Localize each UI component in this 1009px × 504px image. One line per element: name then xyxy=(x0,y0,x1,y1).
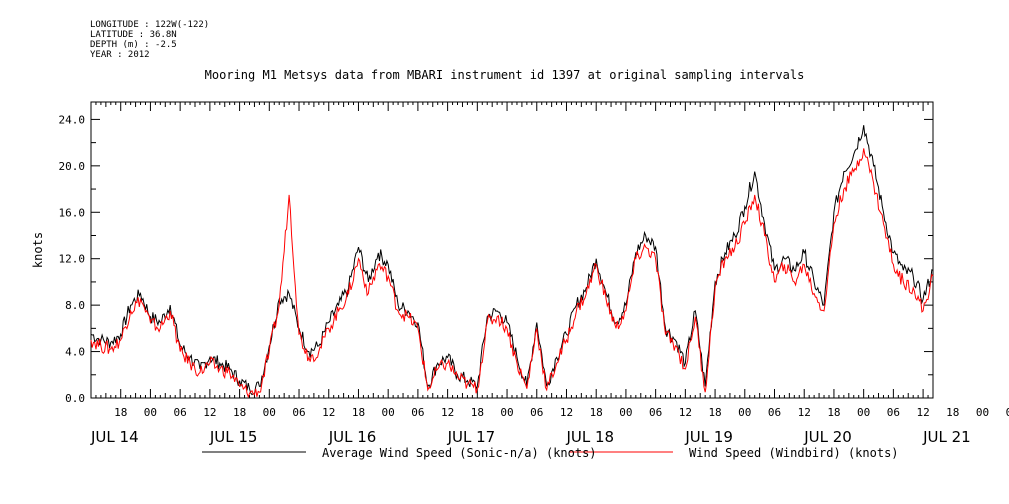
x-tick-label: 06 xyxy=(292,406,305,419)
x-tick-label: 18 xyxy=(233,406,246,419)
year-text: YEAR : 2012 xyxy=(90,50,150,60)
y-tick-label: 0.0 xyxy=(65,392,85,405)
x-tick-label: 12 xyxy=(916,406,929,419)
x-tick-label: 12 xyxy=(441,406,454,419)
x-tick-label: 12 xyxy=(798,406,811,419)
x-tick-label: 12 xyxy=(322,406,335,419)
x-tick-label: 18 xyxy=(708,406,721,419)
y-axis-label: knots xyxy=(31,232,45,268)
x-day-label: JUL 19 xyxy=(684,428,733,446)
x-day-label: JUL 21 xyxy=(922,428,971,446)
x-day-label: JUL 15 xyxy=(209,428,258,446)
y-tick-label: 12.0 xyxy=(59,253,86,266)
metadata-block: LONGITUDE : 122W(-122) LATITUDE : 36.8N … xyxy=(90,20,209,60)
x-tick-label: 06 xyxy=(1006,406,1009,419)
y-tick-label: 24.0 xyxy=(59,113,86,126)
y-tick-label: 8.0 xyxy=(65,299,85,312)
x-day-label: JUL 18 xyxy=(565,428,614,446)
x-tick-label: 00 xyxy=(144,406,157,419)
chart-title: Mooring M1 Metsys data from MBARI instru… xyxy=(204,68,805,82)
x-tick-label: 06 xyxy=(887,406,900,419)
y-tick-label: 20.0 xyxy=(59,160,86,173)
x-tick-label: 06 xyxy=(411,406,424,419)
depth-text: DEPTH (m) : -2.5 xyxy=(90,40,177,50)
series-line-0 xyxy=(90,125,934,396)
x-day-label: JUL 16 xyxy=(328,428,377,446)
x-tick-label: 06 xyxy=(174,406,187,419)
latitude-text: LATITUDE : 36.8N xyxy=(90,30,177,40)
x-tick-label: 12 xyxy=(560,406,573,419)
y-tick-label: 16.0 xyxy=(59,206,86,219)
x-tick-label: 06 xyxy=(530,406,543,419)
x-tick-label: 00 xyxy=(382,406,395,419)
series-line-1 xyxy=(90,148,934,399)
x-tick-label: 18 xyxy=(827,406,840,419)
x-tick-label: 12 xyxy=(679,406,692,419)
y-tick-label: 4.0 xyxy=(65,346,85,359)
x-tick-label: 18 xyxy=(946,406,959,419)
x-tick-label: 00 xyxy=(738,406,751,419)
longitude-text: LONGITUDE : 122W(-122) xyxy=(90,20,210,30)
x-tick-label: 06 xyxy=(768,406,781,419)
x-tick-label: 18 xyxy=(471,406,484,419)
x-day-label: JUL 20 xyxy=(803,428,852,446)
x-tick-label: 18 xyxy=(352,406,365,419)
x-day-label: JUL 17 xyxy=(447,428,496,446)
x-tick-label: 00 xyxy=(857,406,870,419)
plot-frame xyxy=(90,101,934,399)
legend-label-windbird: Wind Speed (Windbird) (knots) xyxy=(689,446,899,460)
x-tick-label: 18 xyxy=(114,406,127,419)
x-tick-label: 00 xyxy=(619,406,632,419)
x-day-label: JUL 14 xyxy=(90,428,139,446)
x-tick-label: 06 xyxy=(649,406,662,419)
x-tick-label: 18 xyxy=(590,406,603,419)
x-tick-label: 00 xyxy=(500,406,513,419)
x-tick-label: 12 xyxy=(203,406,216,419)
x-tick-label: 00 xyxy=(976,406,989,419)
x-tick-label: 00 xyxy=(263,406,276,419)
legend-label-average: Average Wind Speed (Sonic-n/a) (knots) xyxy=(322,446,597,460)
